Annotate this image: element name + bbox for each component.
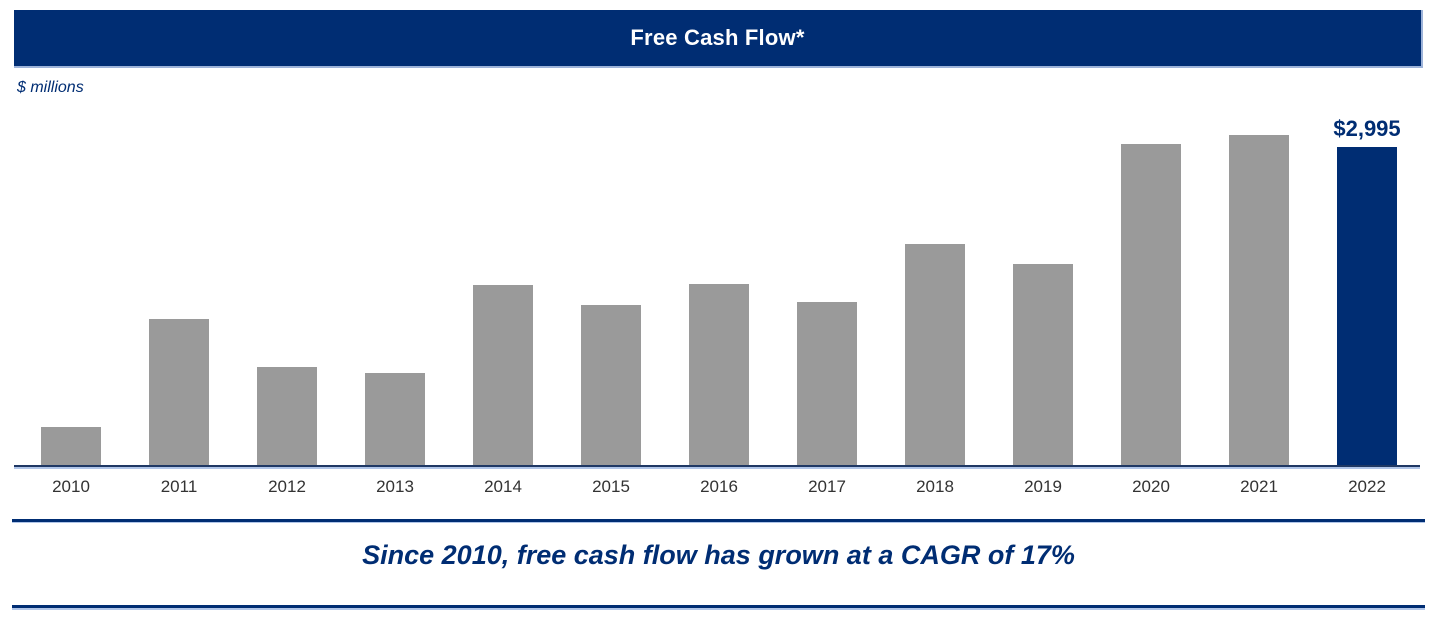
x-axis-label-2022: 2022: [1348, 477, 1386, 496]
x-axis-labels: 2010 2011 2012 2013 2014 2015 2016 2017 2018 2019…: [14, 477, 1420, 497]
bar-2020: [1121, 144, 1181, 465]
bar-2018: [905, 244, 965, 465]
bar-2021: [1229, 135, 1289, 465]
x-axis-label-2010: 2010: [52, 477, 90, 496]
bar-column-2013: [365, 373, 425, 465]
bar-2014: [473, 285, 533, 465]
x-axis-label-2021: 2021: [1240, 477, 1278, 496]
caption-divider-top: [12, 519, 1425, 523]
units-label: $ millions: [17, 79, 84, 96]
x-axis-label-2018: 2018: [916, 477, 954, 496]
bar-2016: [689, 284, 749, 465]
bar-2017: [797, 302, 857, 465]
bar-2011: [149, 319, 209, 465]
bar-column-2019: [1013, 264, 1073, 465]
caption-text: Since 2010, free cash flow has grown at …: [362, 540, 1075, 570]
chart-title-banner: Free Cash Flow*: [14, 10, 1423, 68]
bar-2012: [257, 367, 317, 465]
bar-2022: [1337, 147, 1397, 465]
chart-title: Free Cash Flow*: [630, 25, 805, 50]
x-axis-label-2020: 2020: [1132, 477, 1170, 496]
x-axis-line: [14, 467, 1420, 469]
bar-column-2020: [1121, 144, 1181, 465]
bar-column-2012: [257, 367, 317, 465]
x-axis-label-2019: 2019: [1024, 477, 1062, 496]
bar-column-2018: [905, 244, 965, 465]
bar-2015: [581, 305, 641, 465]
bar-column-2011: [149, 319, 209, 465]
x-axis-label-2012: 2012: [268, 477, 306, 496]
bar-column-2017: [797, 302, 857, 465]
x-axis-label-2016: 2016: [700, 477, 738, 496]
bar-value-label-2022: $2,995: [1333, 115, 1401, 141]
bar-2019: [1013, 264, 1073, 465]
bar-2010: [41, 427, 101, 465]
x-axis-label-2011: 2011: [160, 477, 198, 496]
x-axis-label-2014: 2014: [484, 477, 522, 496]
bar-column-2021: [1229, 135, 1289, 465]
bar-column-2015: [581, 305, 641, 465]
x-axis-label-2013: 2013: [376, 477, 414, 496]
slide: Free Cash Flow* $ millions $2,995 2010 20…: [0, 10, 1437, 611]
bar-column-2010: [41, 427, 101, 465]
bar-column-2016: [689, 284, 749, 465]
bar-column-2022: $2,995: [1333, 116, 1401, 465]
bar-column-2014: [473, 285, 533, 465]
x-axis-label-2015: 2015: [592, 477, 630, 496]
caption-divider-bottom: [12, 605, 1425, 611]
chart-plot-area: $2,995: [14, 98, 1420, 467]
x-axis-label-2017: 2017: [808, 477, 846, 496]
bar-2013: [365, 373, 425, 465]
